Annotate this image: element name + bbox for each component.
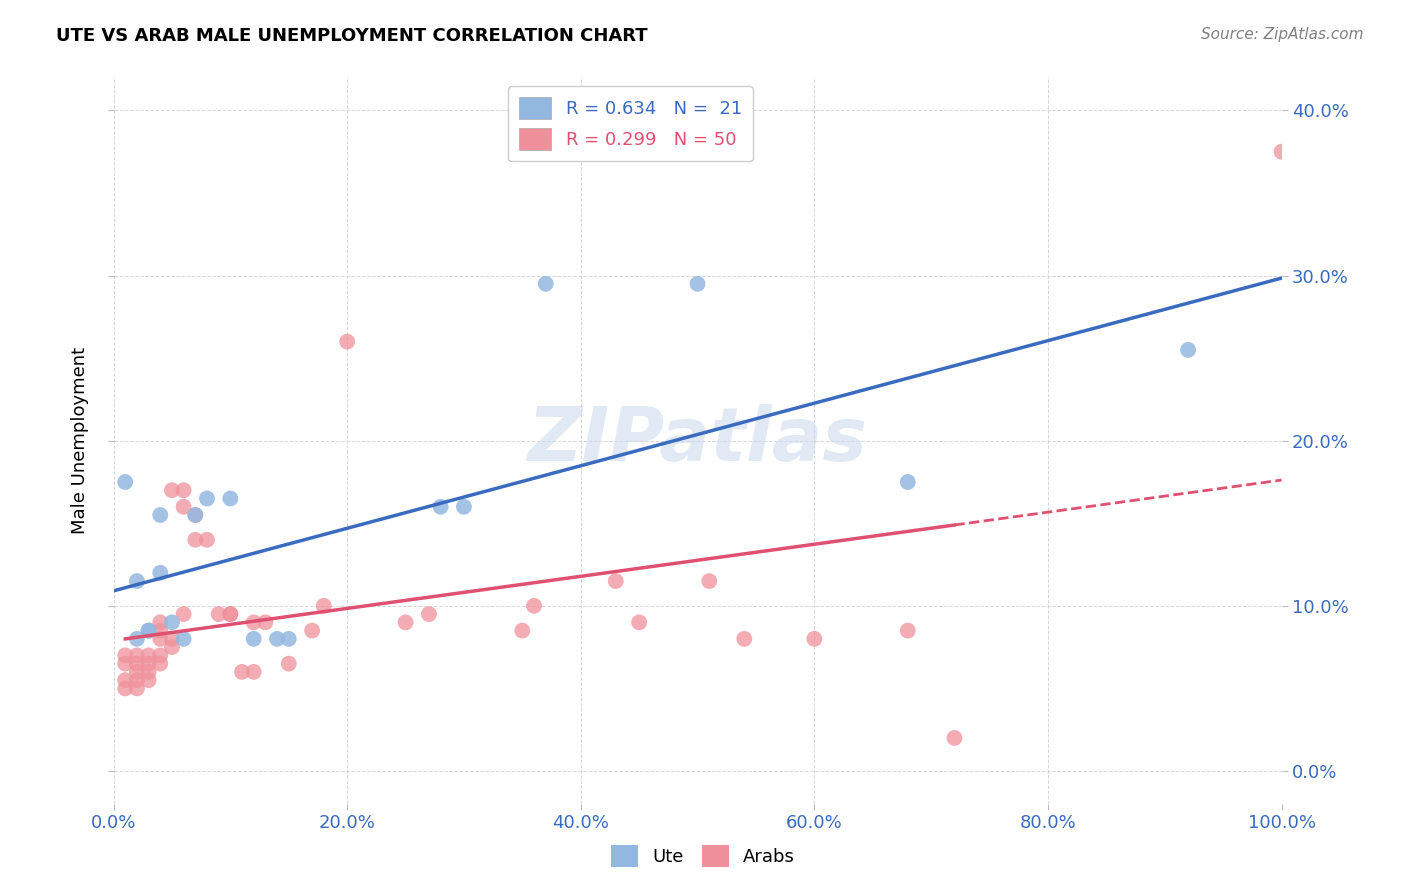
Point [149, 508, 172, 522]
Point [803, 632, 825, 646]
Point [897, 475, 920, 489]
Point [184, 508, 207, 522]
Point [114, 648, 136, 663]
Point [138, 673, 160, 687]
Point [301, 624, 323, 638]
Point [523, 599, 546, 613]
Point [184, 533, 207, 547]
Point [897, 624, 920, 638]
Point [125, 648, 148, 663]
Point [686, 277, 709, 291]
Point [173, 632, 195, 646]
Point [231, 665, 253, 679]
Point [453, 500, 475, 514]
Point [429, 500, 451, 514]
Point [219, 607, 242, 621]
Point [534, 277, 557, 291]
Point [160, 615, 183, 630]
Point [219, 491, 242, 506]
Point [138, 665, 160, 679]
Legend: R = 0.634   N =  21, R = 0.299   N = 50: R = 0.634 N = 21, R = 0.299 N = 50 [508, 87, 752, 161]
Point [242, 665, 264, 679]
Point [125, 632, 148, 646]
Point [125, 657, 148, 671]
Point [173, 607, 195, 621]
Point [512, 624, 534, 638]
Point [114, 475, 136, 489]
Point [114, 681, 136, 696]
Point [254, 615, 277, 630]
Y-axis label: Male Unemployment: Male Unemployment [72, 347, 89, 534]
Text: UTE VS ARAB MALE UNEMPLOYMENT CORRELATION CHART: UTE VS ARAB MALE UNEMPLOYMENT CORRELATIO… [56, 27, 648, 45]
Point [149, 648, 172, 663]
Point [277, 632, 299, 646]
Point [1270, 145, 1292, 159]
Text: ZIPatlas: ZIPatlas [527, 404, 868, 477]
Point [138, 624, 160, 638]
Point [125, 574, 148, 588]
Point [160, 632, 183, 646]
Point [138, 624, 160, 638]
Point [195, 491, 218, 506]
Point [266, 632, 288, 646]
Point [195, 533, 218, 547]
Point [125, 673, 148, 687]
Point [149, 615, 172, 630]
Point [312, 599, 335, 613]
Point [242, 632, 264, 646]
Point [733, 632, 755, 646]
Point [114, 657, 136, 671]
Point [138, 657, 160, 671]
Point [125, 665, 148, 679]
Point [149, 566, 172, 580]
Point [943, 731, 966, 745]
Point [336, 334, 359, 349]
Point [277, 657, 299, 671]
Point [173, 500, 195, 514]
Point [208, 607, 231, 621]
Point [605, 574, 627, 588]
Point [697, 574, 720, 588]
Point [114, 673, 136, 687]
Point [149, 624, 172, 638]
Point [125, 681, 148, 696]
Text: Source: ZipAtlas.com: Source: ZipAtlas.com [1201, 27, 1364, 42]
Point [219, 607, 242, 621]
Point [160, 640, 183, 654]
Point [173, 483, 195, 498]
Point [184, 508, 207, 522]
Point [242, 615, 264, 630]
Point [628, 615, 651, 630]
Point [149, 657, 172, 671]
Point [149, 632, 172, 646]
Point [138, 648, 160, 663]
Point [394, 615, 416, 630]
Legend: Ute, Arabs: Ute, Arabs [603, 838, 803, 874]
Point [418, 607, 440, 621]
Point [160, 483, 183, 498]
Point [1177, 343, 1199, 357]
